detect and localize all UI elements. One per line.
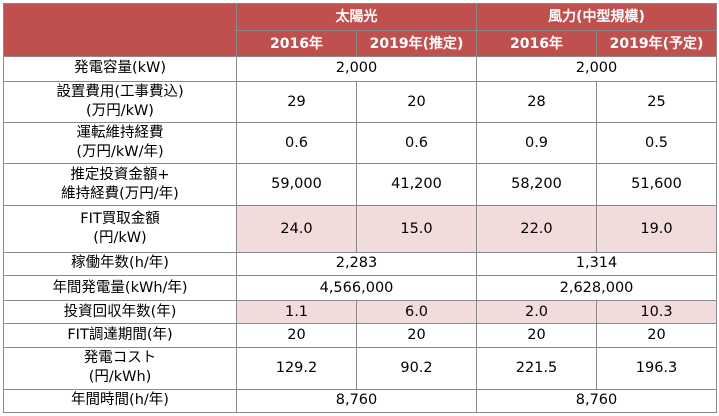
- table-cell: 20: [236, 323, 357, 348]
- header-corner: [3, 3, 237, 57]
- table-cell: 1,314: [475, 251, 718, 276]
- table-row: 設置費用(工事費込) (万円/kW) 29 20 28 25: [3, 80, 718, 124]
- cost-comparison-table: 太陽光 風力(中型規模) 2016年 2019年(推定) 2016年 2019年…: [3, 2, 718, 414]
- table-cell: 2,000: [475, 55, 718, 83]
- table-cell: 59,000: [236, 163, 357, 207]
- table-cell: 4,566,000: [236, 274, 477, 302]
- column-header-wind-2019: 2019年(予定): [595, 30, 718, 57]
- table-cell: 0.9: [476, 122, 597, 165]
- column-header-solar-2019: 2019年(推定): [356, 30, 477, 57]
- table-row: 運転維持経費 (万円/kW/年) 0.6 0.6 0.9 0.5: [3, 122, 718, 165]
- table-cell: 0.6: [236, 122, 357, 165]
- table-cell: 41,200: [356, 163, 477, 207]
- table-cell: 2.0: [476, 300, 597, 325]
- row-label: 年間時間(h/年): [3, 388, 237, 414]
- table-cell: 2,000: [236, 55, 477, 83]
- row-label: 設置費用(工事費込) (万円/kW): [3, 80, 237, 124]
- column-header-wind-2016: 2016年: [476, 30, 597, 57]
- table-row: 推定投資金額+ 維持経費(万円/年) 59,000 41,200 58,200 51,60…: [3, 163, 718, 207]
- table-cell: 51,600: [595, 163, 718, 207]
- table-row: 発電容量(kW) 2,000 2,000: [3, 55, 718, 83]
- table-cell: 196.3: [595, 346, 718, 390]
- table-cell: 129.2: [236, 346, 357, 390]
- table-cell: 29: [236, 80, 357, 124]
- row-label: 年間発電量(kWh/年): [3, 274, 237, 302]
- table-cell: 58,200: [476, 163, 597, 207]
- row-label: FIT買取金額 (円/kW): [3, 205, 237, 253]
- table-cell: 6.0: [356, 300, 477, 325]
- table-cell: 2,628,000: [475, 274, 718, 302]
- table-cell: 8,760: [475, 388, 718, 414]
- table-row: 投資回収年数(年) 1.1 6.0 2.0 10.3: [3, 300, 718, 325]
- header-row-years: 2016年 2019年(推定) 2016年 2019年(予定): [4, 30, 718, 57]
- table-cell: 1.1: [236, 300, 357, 325]
- table-cell: 25: [595, 80, 718, 124]
- table-cell: 2,283: [236, 251, 477, 276]
- row-label: 発電容量(kW): [3, 55, 237, 83]
- group-header-solar: 太陽光: [236, 2, 477, 32]
- table-cell: 20: [356, 80, 477, 124]
- table-cell: 0.6: [356, 122, 477, 165]
- group-header-wind: 風力(中型規模): [475, 2, 718, 32]
- table-cell: 20: [356, 323, 477, 348]
- row-label: 稼働年数(h/年): [3, 251, 237, 276]
- table-row: 年間時間(h/年) 8,760 8,760: [3, 388, 718, 414]
- row-label: 運転維持経費 (万円/kW/年): [3, 122, 237, 165]
- row-label: FIT調達期間(年): [3, 323, 237, 348]
- row-label: 投資回収年数(年): [3, 300, 237, 325]
- table-cell: 24.0: [236, 205, 357, 253]
- header-row-groups: 太陽光 風力(中型規模): [3, 2, 718, 57]
- table-cell: 221.5: [476, 346, 597, 390]
- column-header-solar-2016: 2016年: [236, 30, 357, 57]
- table-cell: 90.2: [356, 346, 477, 390]
- table-row: 発電コスト (円/kWh) 129.2 90.2 221.5 196.3: [3, 346, 718, 390]
- table-body: 発電容量(kW) 2,000 2,000 設置費用(工事費込) (万円/kW) 29 20 2…: [3, 55, 718, 414]
- table-cell: 15.0: [356, 205, 477, 253]
- table-row: 稼働年数(h/年) 2,283 1,314: [3, 251, 718, 276]
- table-cell: 20: [595, 323, 718, 348]
- table-cell: 10.3: [595, 300, 718, 325]
- table-row: FIT調達期間(年) 20 20 20 20: [3, 323, 718, 348]
- table-cell: 22.0: [476, 205, 597, 253]
- row-label: 発電コスト (円/kWh): [3, 346, 237, 390]
- table-cell: 19.0: [595, 205, 718, 253]
- row-label: 推定投資金額+ 維持経費(万円/年): [3, 163, 237, 207]
- table-row: FIT買取金額 (円/kW) 24.0 15.0 22.0 19.0: [3, 205, 718, 253]
- table-cell: 20: [476, 323, 597, 348]
- table-cell: 28: [476, 80, 597, 124]
- table-row: 年間発電量(kWh/年) 4,566,000 2,628,000: [3, 274, 718, 302]
- table-cell: 8,760: [236, 388, 477, 414]
- table-cell: 0.5: [595, 122, 718, 165]
